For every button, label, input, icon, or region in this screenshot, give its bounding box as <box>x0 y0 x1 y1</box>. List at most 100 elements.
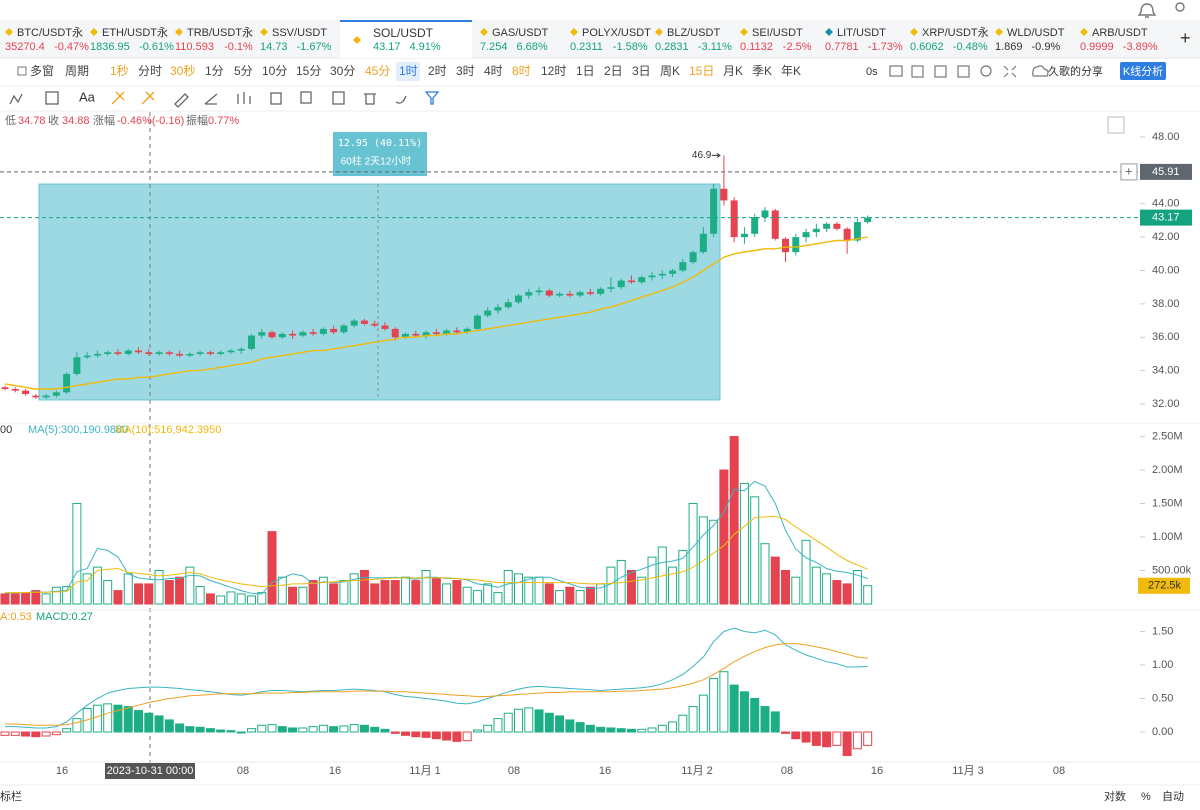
period[interactable]: 2时 <box>428 64 447 78</box>
fullscreen-icon[interactable] <box>1107 116 1125 134</box>
period[interactable]: 15日 <box>689 64 714 78</box>
tool-icon[interactable] <box>300 91 312 104</box>
ticker-pair[interactable]: POLYX/USDT <box>582 27 651 39</box>
tool-icon[interactable] <box>204 93 218 105</box>
candle-body <box>586 292 594 294</box>
candle-body <box>268 332 276 338</box>
ticker-pair[interactable]: GAS/USDT <box>492 27 549 39</box>
volume-bar <box>277 576 287 605</box>
camera-icon[interactable] <box>889 65 903 77</box>
layout-icon[interactable] <box>17 66 27 76</box>
toolbar-icons[interactable] <box>889 65 1049 78</box>
ticker-pair[interactable]: WLD/USDT <box>1007 27 1065 39</box>
tool-icon[interactable] <box>45 91 59 105</box>
period[interactable]: 1日 <box>576 64 595 78</box>
period[interactable]: 30分 <box>330 64 355 78</box>
ticker-pair[interactable]: TRB/USDT永 <box>187 25 253 39</box>
icon[interactable] <box>957 65 970 78</box>
volume-bar <box>565 586 575 605</box>
user-icon[interactable] <box>1175 2 1185 12</box>
share-button[interactable]: 久歌的分享 <box>1048 64 1103 78</box>
ticker-pair[interactable]: BLZ/USDT <box>667 27 720 39</box>
auto-toggle[interactable]: 自动 <box>1162 790 1184 803</box>
period[interactable]: 周K <box>660 64 680 78</box>
volume-bar <box>82 573 92 605</box>
period[interactable]: 5分 <box>234 64 253 78</box>
analysis-button[interactable]: K线分析 <box>1123 64 1163 78</box>
candle-body <box>515 295 522 303</box>
macd-bar <box>41 731 51 737</box>
ticker-pair[interactable]: LIT/USDT <box>837 27 886 39</box>
tool-icon[interactable] <box>9 93 23 105</box>
ticker-pair[interactable]: SSV/USDT <box>272 27 327 39</box>
cloud-icon[interactable] <box>1032 65 1049 77</box>
ticker-pair[interactable]: SOL/USDT <box>373 26 434 40</box>
candle-body <box>453 330 461 333</box>
period[interactable]: 周期 <box>65 64 89 78</box>
icon[interactable] <box>934 65 947 78</box>
tool-icon[interactable] <box>111 91 125 105</box>
log-toggle[interactable]: 对数 <box>1104 789 1126 803</box>
period[interactable]: 30秒 <box>170 64 195 78</box>
expand-icon[interactable] <box>1003 65 1017 78</box>
tool-icon[interactable] <box>174 93 189 108</box>
ticker-price: 1.869 <box>995 41 1023 53</box>
period[interactable]: 季K <box>752 64 772 78</box>
analysis-button-bg[interactable] <box>1120 62 1166 80</box>
period[interactable]: 1秒 <box>110 64 129 78</box>
tool-icon[interactable] <box>270 92 282 105</box>
period[interactable]: 10分 <box>262 64 287 78</box>
text-tool[interactable]: Aa <box>79 89 96 104</box>
tool-icon[interactable] <box>141 91 155 105</box>
coin-icon <box>90 28 98 36</box>
drawing-tools[interactable] <box>9 91 440 108</box>
period[interactable]: 多窗 <box>30 64 54 78</box>
tool-icon[interactable] <box>424 91 440 105</box>
period[interactable]: 45分 <box>365 64 390 78</box>
period[interactable]: 3日 <box>632 64 651 78</box>
add-tab[interactable]: + <box>1180 28 1191 48</box>
tool-icon[interactable] <box>395 95 407 104</box>
settings-icon[interactable] <box>980 65 992 77</box>
period[interactable]: 年K <box>781 64 801 78</box>
tool-icon[interactable] <box>237 92 251 104</box>
candle-body <box>422 332 430 336</box>
ticker-pair[interactable]: ETH/USDT永 <box>102 25 168 39</box>
coin-icon <box>910 28 918 36</box>
tool-icon[interactable] <box>332 91 345 105</box>
percent-toggle[interactable]: % <box>1141 791 1151 803</box>
candle-body <box>93 353 101 356</box>
ticker-change: -0.61% <box>139 41 174 53</box>
candle-body <box>186 353 194 356</box>
period[interactable]: 1时 <box>399 64 418 78</box>
active-period[interactable] <box>396 62 420 81</box>
period[interactable]: 12时 <box>541 64 566 78</box>
period[interactable]: 15分 <box>296 64 321 78</box>
period[interactable]: 3时 <box>456 64 475 78</box>
bell-icon[interactable] <box>1137 3 1157 18</box>
x-tick-label: 16 <box>599 765 611 777</box>
candle-body <box>689 252 697 263</box>
period[interactable]: 分时 <box>138 64 162 78</box>
candle-body <box>740 233 748 238</box>
y-tick-label: 34.00 <box>1152 365 1180 377</box>
macd-bar <box>462 731 472 742</box>
macd-bar <box>72 718 82 733</box>
period[interactable]: 1分 <box>205 64 224 78</box>
add-alert[interactable] <box>1120 163 1138 181</box>
top-icons[interactable] <box>1137 2 1185 18</box>
x-tick-label: 08 <box>781 765 793 777</box>
ticker-pair[interactable]: BTC/USDT永 <box>17 25 83 39</box>
active-tab[interactable] <box>340 20 472 58</box>
candle-body <box>165 352 173 354</box>
ticker-pair[interactable]: ARB/USDT <box>1092 27 1148 39</box>
candle-body <box>504 302 512 308</box>
ticker-pair[interactable]: XRP/USDT永 <box>922 25 989 39</box>
period[interactable]: 月K <box>723 64 743 78</box>
icon[interactable] <box>911 65 924 78</box>
period[interactable]: 8时 <box>512 64 531 78</box>
tool-icon[interactable] <box>364 93 376 105</box>
ticker-pair[interactable]: SEI/USDT <box>752 27 803 39</box>
period[interactable]: 2日 <box>604 64 623 78</box>
period[interactable]: 4时 <box>484 64 503 78</box>
